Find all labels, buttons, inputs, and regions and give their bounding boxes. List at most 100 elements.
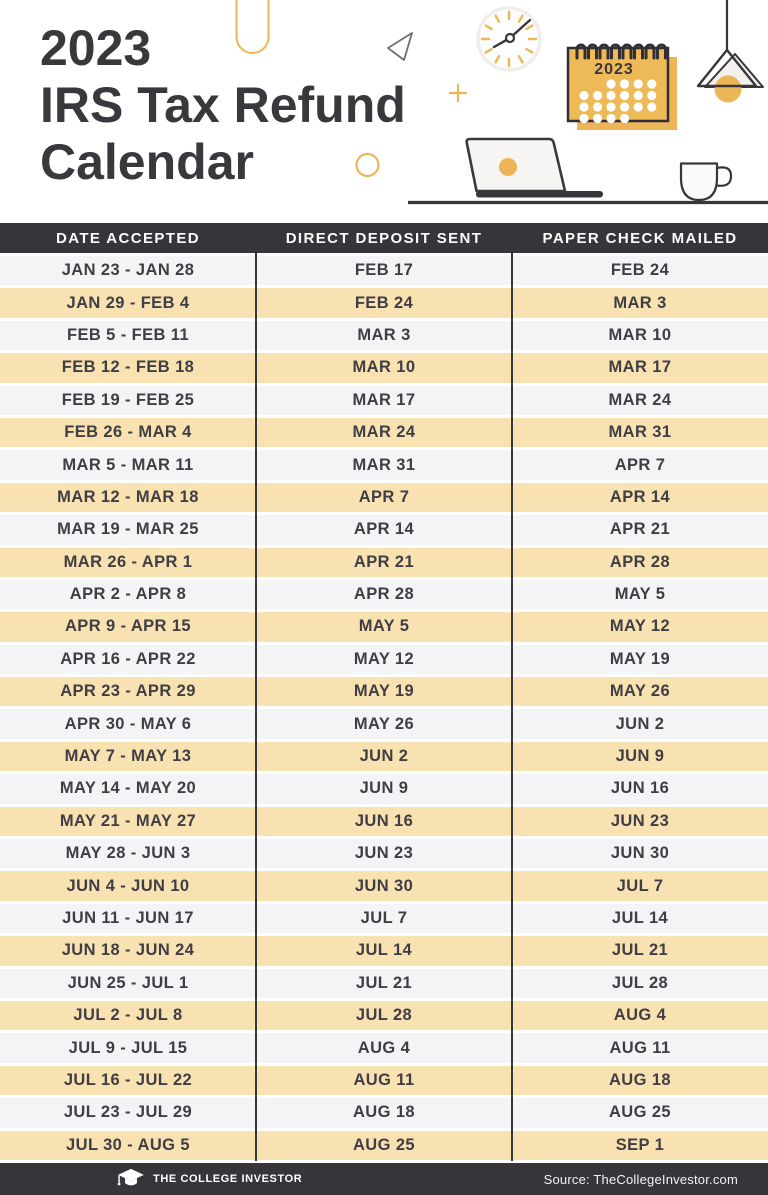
table-row: APR 9 - APR 15 MAY 5 MAY 12 xyxy=(0,612,768,642)
table-cell: JUL 30 - AUG 5 xyxy=(0,1130,256,1160)
table-cell: JUL 2 - JUL 8 xyxy=(0,1000,256,1031)
table-row: MAY 14 - MAY 20 JUN 9 JUN 16 xyxy=(0,774,768,804)
table-cell: AUG 11 xyxy=(256,1065,512,1096)
table-cell: APR 14 xyxy=(256,515,512,545)
col-header-date-accepted: DATE ACCEPTED xyxy=(0,223,256,253)
table-cell: MAY 5 xyxy=(512,579,768,610)
table-cell: AUG 25 xyxy=(256,1130,512,1160)
calendar-year-label: 2023 xyxy=(594,61,634,78)
table-row: JAN 29 - FEB 4 FEB 24 MAR 3 xyxy=(0,288,768,318)
table-row: FEB 5 - FEB 11 MAR 3 MAR 10 xyxy=(0,320,768,351)
hero-section: 2023 xyxy=(0,0,768,223)
source-credit: Source: TheCollegeInvestor.com xyxy=(543,1171,738,1187)
table-cell: MAY 5 xyxy=(256,612,512,642)
title-line-2: IRS Tax Refund xyxy=(40,77,406,133)
table-cell: JUN 16 xyxy=(256,806,512,837)
table-cell: MAR 31 xyxy=(512,417,768,448)
table-cell: JUN 30 xyxy=(256,871,512,901)
table-cell: JAN 23 - JAN 28 xyxy=(0,256,256,286)
table-cell: FEB 12 - FEB 18 xyxy=(0,353,256,383)
table-cell: JUN 4 - JUN 10 xyxy=(0,871,256,901)
capsule-outline-icon xyxy=(235,0,270,54)
table-row: JAN 23 - JAN 28 FEB 17 FEB 24 xyxy=(0,256,768,286)
table-cell: APR 16 - APR 22 xyxy=(0,644,256,675)
table-cell: MAY 21 - MAY 27 xyxy=(0,806,256,837)
table-cell: APR 21 xyxy=(256,547,512,577)
table-row: APR 16 - APR 22 MAY 12 MAY 19 xyxy=(0,644,768,675)
col-header-paper-check-mailed: PAPER CHECK MAILED xyxy=(512,223,768,253)
table-row: APR 30 - MAY 6 MAY 26 JUN 2 xyxy=(0,709,768,739)
table-cell: MAR 5 - MAR 11 xyxy=(0,450,256,480)
table-cell: MAY 19 xyxy=(512,644,768,675)
table-cell: MAR 31 xyxy=(256,450,512,480)
table-cell: APR 7 xyxy=(256,482,512,513)
laptop-icon xyxy=(465,137,603,198)
table-row: APR 23 - APR 29 MAY 19 MAY 26 xyxy=(0,677,768,707)
refund-table-body: JAN 23 - JAN 28 FEB 17 FEB 24 JAN 29 - FEB … xyxy=(0,256,768,1160)
table-cell: JUN 25 - JUL 1 xyxy=(0,968,256,998)
table-row: JUL 23 - JUL 29 AUG 18 AUG 25 xyxy=(0,1098,768,1128)
table-row: MAR 12 - MAR 18 APR 7 APR 14 xyxy=(0,482,768,513)
table-row: JUL 2 - JUL 8 JUL 28 AUG 4 xyxy=(0,1000,768,1031)
table-cell: JUL 28 xyxy=(256,1000,512,1031)
plus-icon xyxy=(448,83,468,103)
table-cell: JUN 16 xyxy=(512,774,768,804)
table-cell: JUL 21 xyxy=(256,968,512,998)
table-cell: MAY 26 xyxy=(512,677,768,707)
table-cell: JUL 7 xyxy=(256,903,512,934)
table-cell: MAR 26 - APR 1 xyxy=(0,547,256,577)
table-cell: MAR 10 xyxy=(512,320,768,351)
table-cell: AUG 4 xyxy=(512,1000,768,1031)
table-cell: MAR 3 xyxy=(512,288,768,318)
table-row: MAY 7 - MAY 13 JUN 2 JUN 9 xyxy=(0,741,768,772)
table-cell: JAN 29 - FEB 4 xyxy=(0,288,256,318)
table-row: JUN 4 - JUN 10 JUN 30 JUL 7 xyxy=(0,871,768,901)
pendant-lamp-icon xyxy=(696,0,764,103)
title-line-1: 2023 xyxy=(40,20,152,76)
table-row: JUL 16 - JUL 22 AUG 11 AUG 18 xyxy=(0,1065,768,1096)
table-cell: JUL 14 xyxy=(256,936,512,966)
table-cell: JUN 11 - JUN 17 xyxy=(0,903,256,934)
table-row: MAR 19 - MAR 25 APR 14 APR 21 xyxy=(0,515,768,545)
refund-table: DATE ACCEPTED DIRECT DEPOSIT SENT PAPER … xyxy=(0,223,768,1163)
table-cell: FEB 17 xyxy=(256,256,512,286)
brand: THE COLLEGE INVESTOR xyxy=(117,1168,302,1190)
table-cell: JUN 23 xyxy=(512,806,768,837)
table-row: FEB 19 - FEB 25 MAR 17 MAR 24 xyxy=(0,385,768,415)
table-cell: FEB 19 - FEB 25 xyxy=(0,385,256,415)
table-cell: MAY 7 - MAY 13 xyxy=(0,741,256,772)
table-cell: FEB 24 xyxy=(512,256,768,286)
table-cell: MAY 26 xyxy=(256,709,512,739)
table-cell: MAR 19 - MAR 25 xyxy=(0,515,256,545)
refund-table-section: DATE ACCEPTED DIRECT DEPOSIT SENT PAPER … xyxy=(0,223,768,1163)
graduation-cap-icon xyxy=(117,1168,144,1186)
table-row: APR 2 - APR 8 APR 28 MAY 5 xyxy=(0,579,768,610)
column-divider-1 xyxy=(255,253,257,1161)
table-cell: MAR 24 xyxy=(256,417,512,448)
hero-decorations: 2023 xyxy=(235,0,768,205)
table-cell: MAY 14 - MAY 20 xyxy=(0,774,256,804)
table-row: FEB 26 - MAR 4 MAR 24 MAR 31 xyxy=(0,417,768,448)
table-row: MAY 28 - JUN 3 JUN 23 JUN 30 xyxy=(0,839,768,869)
table-cell: APR 23 - APR 29 xyxy=(0,677,256,707)
table-cell: AUG 4 xyxy=(256,1033,512,1063)
table-cell: FEB 24 xyxy=(256,288,512,318)
table-row: JUL 9 - JUL 15 AUG 4 AUG 11 xyxy=(0,1033,768,1063)
triangle-outline-icon xyxy=(387,32,413,61)
table-cell: JUN 18 - JUN 24 xyxy=(0,936,256,966)
table-cell: JUN 9 xyxy=(512,741,768,772)
table-cell: JUL 28 xyxy=(512,968,768,998)
table-cell: AUG 25 xyxy=(512,1098,768,1128)
page-title: 2023 IRS Tax Refund Calendar xyxy=(40,20,406,191)
table-cell: MAY 28 - JUN 3 xyxy=(0,839,256,869)
table-cell: MAR 17 xyxy=(512,353,768,383)
table-cell: JUL 14 xyxy=(512,903,768,934)
calendar-icon: 2023 xyxy=(566,43,677,130)
table-cell: JUN 9 xyxy=(256,774,512,804)
table-cell: MAY 12 xyxy=(512,612,768,642)
column-divider-2 xyxy=(511,253,513,1161)
footer-bar: THE COLLEGE INVESTOR Source: TheCollegeI… xyxy=(0,1163,768,1195)
table-cell: JUL 21 xyxy=(512,936,768,966)
table-row: JUN 25 - JUL 1 JUL 21 JUL 28 xyxy=(0,968,768,998)
